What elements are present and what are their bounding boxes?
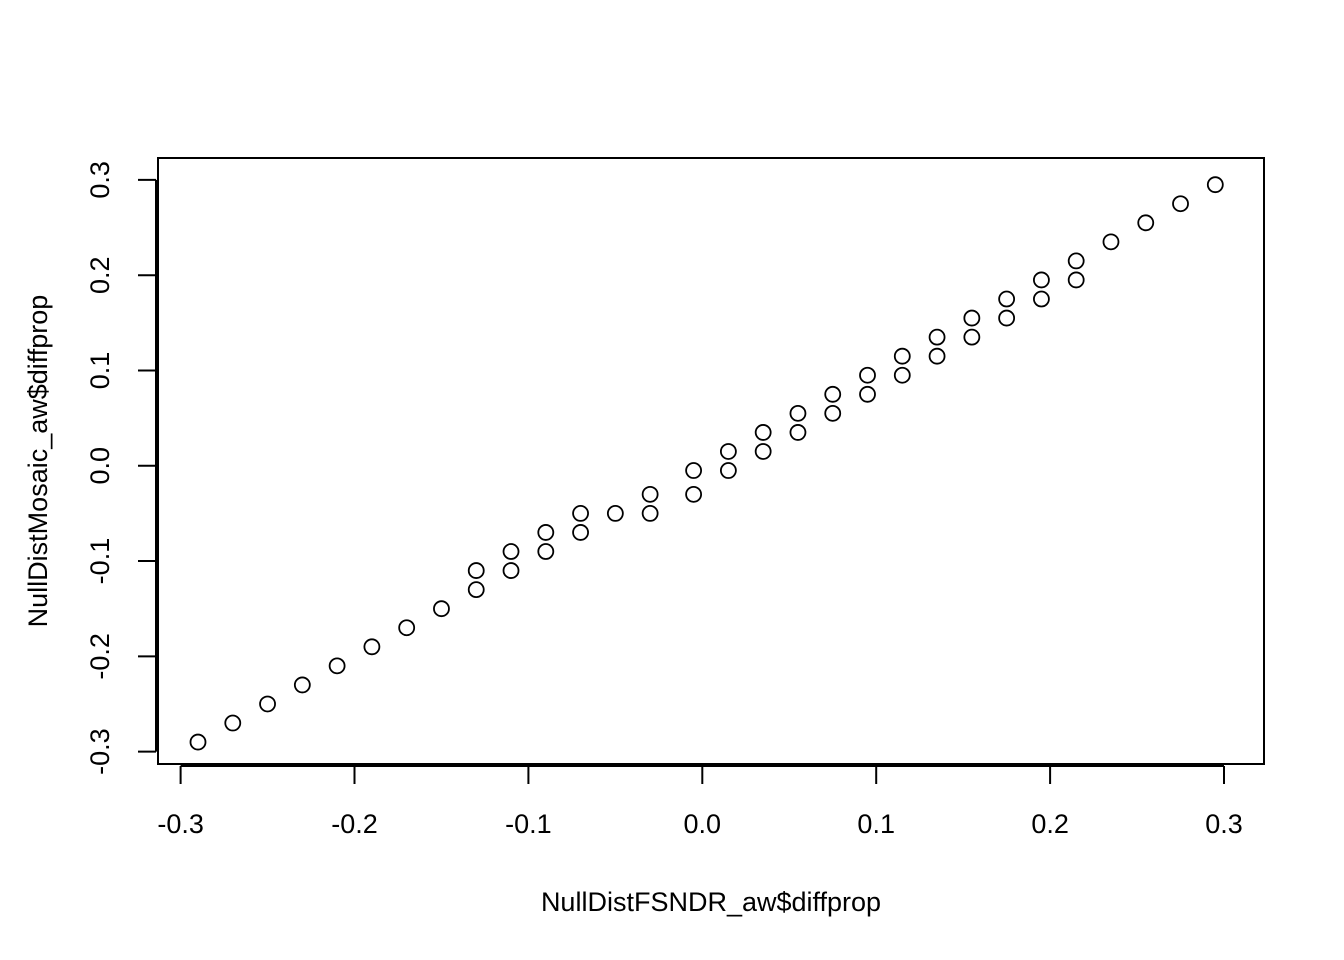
data-point	[572, 505, 589, 522]
data-point	[1067, 252, 1085, 270]
data-point	[1137, 214, 1155, 232]
data-point	[502, 543, 520, 560]
data-point	[433, 600, 450, 618]
data-point	[719, 462, 737, 479]
data-point	[893, 366, 911, 384]
y-axis: -0.3 -0.2 -0.1 0.0 0.1 0.2 0.3	[85, 161, 157, 775]
y-axis-title: NullDistMosaic_aw$diffprop	[23, 295, 53, 628]
data-point	[1172, 195, 1189, 213]
data-point	[719, 443, 737, 460]
data-point	[606, 505, 624, 522]
data-point	[1033, 290, 1050, 308]
data-point	[363, 638, 381, 656]
data-point	[859, 385, 876, 403]
data-point	[1067, 271, 1085, 289]
data-point	[789, 404, 807, 422]
x-axis: -0.3 -0.2 -0.1 0.0 0.1 0.2 0.3	[157, 765, 1243, 839]
plot-frame	[157, 157, 1265, 765]
y-tick-label: -0.2	[85, 633, 115, 680]
data-point	[293, 676, 311, 694]
data-point	[537, 524, 555, 541]
data-point	[754, 424, 772, 441]
x-tick-label: -0.3	[157, 809, 204, 839]
data-point	[641, 485, 659, 503]
x-tick-label: -0.1	[505, 809, 552, 839]
x-tick-label: 0.3	[1205, 809, 1243, 839]
x-tick-label: 0.2	[1031, 809, 1069, 839]
data-point	[502, 562, 520, 579]
y-tick-label: -0.3	[85, 728, 115, 775]
data-point	[685, 485, 703, 503]
data-point	[824, 385, 842, 403]
data-point	[572, 524, 589, 541]
x-tick-label: 0.0	[684, 809, 722, 839]
data-point	[685, 462, 703, 479]
data-point	[189, 733, 207, 751]
data-point	[824, 404, 842, 422]
data-point	[641, 505, 659, 522]
data-point	[893, 347, 911, 365]
y-tick-label: 0.3	[85, 161, 115, 199]
x-tick-label: 0.1	[857, 809, 895, 839]
data-point	[328, 657, 346, 675]
data-point	[224, 714, 242, 732]
x-tick-label: -0.2	[331, 809, 378, 839]
data-point	[467, 581, 485, 599]
data-point	[1102, 233, 1120, 251]
y-tick-label: -0.1	[85, 538, 115, 585]
data-point	[998, 309, 1016, 327]
data-point	[963, 309, 981, 327]
data-point	[963, 328, 981, 346]
data-point	[467, 562, 485, 579]
data-points	[189, 176, 1224, 751]
data-point	[789, 424, 807, 441]
y-tick-label: 0.0	[85, 447, 115, 485]
data-point	[754, 443, 772, 460]
y-tick-label: 0.1	[85, 352, 115, 390]
x-axis-title: NullDistFSNDR_aw$diffprop	[541, 887, 881, 917]
data-point	[928, 328, 946, 346]
data-point	[998, 290, 1016, 308]
data-point	[1206, 176, 1224, 194]
data-point	[537, 543, 555, 560]
data-point	[259, 695, 276, 713]
y-tick-label: 0.2	[85, 256, 115, 294]
data-point	[398, 619, 416, 637]
data-point	[1033, 271, 1050, 289]
data-point	[859, 366, 876, 384]
data-point	[928, 347, 946, 365]
